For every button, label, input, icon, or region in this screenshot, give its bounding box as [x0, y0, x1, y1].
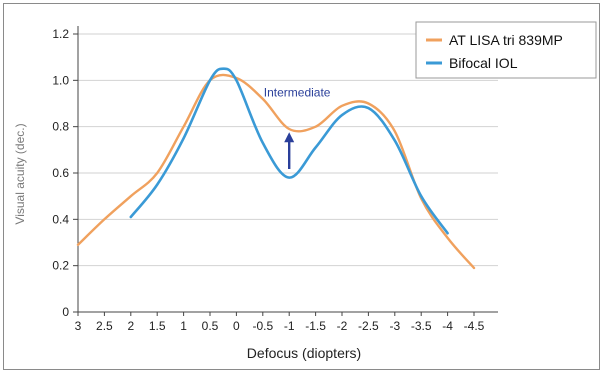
y-tick-label: 0 [62, 305, 69, 319]
legend-label-at-lisa: AT LISA tri 839MP [449, 32, 563, 48]
y-tick-label: 0.6 [52, 166, 69, 180]
x-tick-label: -0.5 [252, 319, 273, 333]
x-tick-label: 2 [127, 319, 134, 333]
x-tick-label: -4.5 [464, 319, 485, 333]
x-tick-label: 0.5 [202, 319, 219, 333]
x-tick-label: -1.5 [305, 319, 326, 333]
x-tick-label: -3.5 [411, 319, 432, 333]
legend-label-bifocal: Bifocal IOL [449, 55, 518, 71]
y-axis-title: Visual acuity (dec.) [13, 123, 27, 224]
x-tick-label: 1 [180, 319, 187, 333]
grid-lines [78, 33, 498, 267]
x-tick-label: 3 [75, 319, 82, 333]
tick-labels: 0 0.2 0.4 0.6 0.8 1.0 1.2 3 2.5 2 1.5 1 0.5 0 -0.5 -1 -1… [52, 27, 484, 333]
annotation-group: Intermediate [264, 86, 331, 169]
legend: AT LISA tri 839MP Bifocal IOL [415, 21, 597, 79]
chart-frame: Intermediate 0 0.2 0.4 0.6 0.8 1.0 1.2 3 2.5 2 1.5… [3, 3, 600, 370]
legend-box [415, 21, 597, 79]
y-tick-label: 1.2 [52, 27, 69, 41]
y-tick-label: 0.4 [52, 212, 69, 226]
x-tick-label: 1.5 [149, 319, 166, 333]
x-tick-label: -1 [284, 319, 295, 333]
x-axis-title: Defocus (diopters) [247, 345, 361, 361]
y-tick-label: 1.0 [52, 73, 69, 87]
x-tick-label: 0 [233, 319, 240, 333]
x-tick-label: -4 [442, 319, 453, 333]
x-tick-label: -2.5 [358, 319, 379, 333]
x-tick-label: 2.5 [96, 319, 113, 333]
y-tick-label: 0.8 [52, 120, 69, 134]
visual-acuity-chart: Intermediate 0 0.2 0.4 0.6 0.8 1.0 1.2 3 2.5 2 1.5… [13, 21, 597, 361]
annotation-arrow-head [284, 132, 295, 143]
axes [73, 26, 498, 316]
x-tick-label: -2 [337, 319, 348, 333]
series-line-bifocal-iol [129, 67, 449, 235]
y-tick-label: 0.2 [52, 259, 69, 273]
series-lines [76, 67, 476, 270]
series-line-at-lisa-tri-839mp [76, 73, 476, 270]
x-tick-label: -3 [389, 319, 400, 333]
annotation-label: Intermediate [264, 86, 331, 100]
